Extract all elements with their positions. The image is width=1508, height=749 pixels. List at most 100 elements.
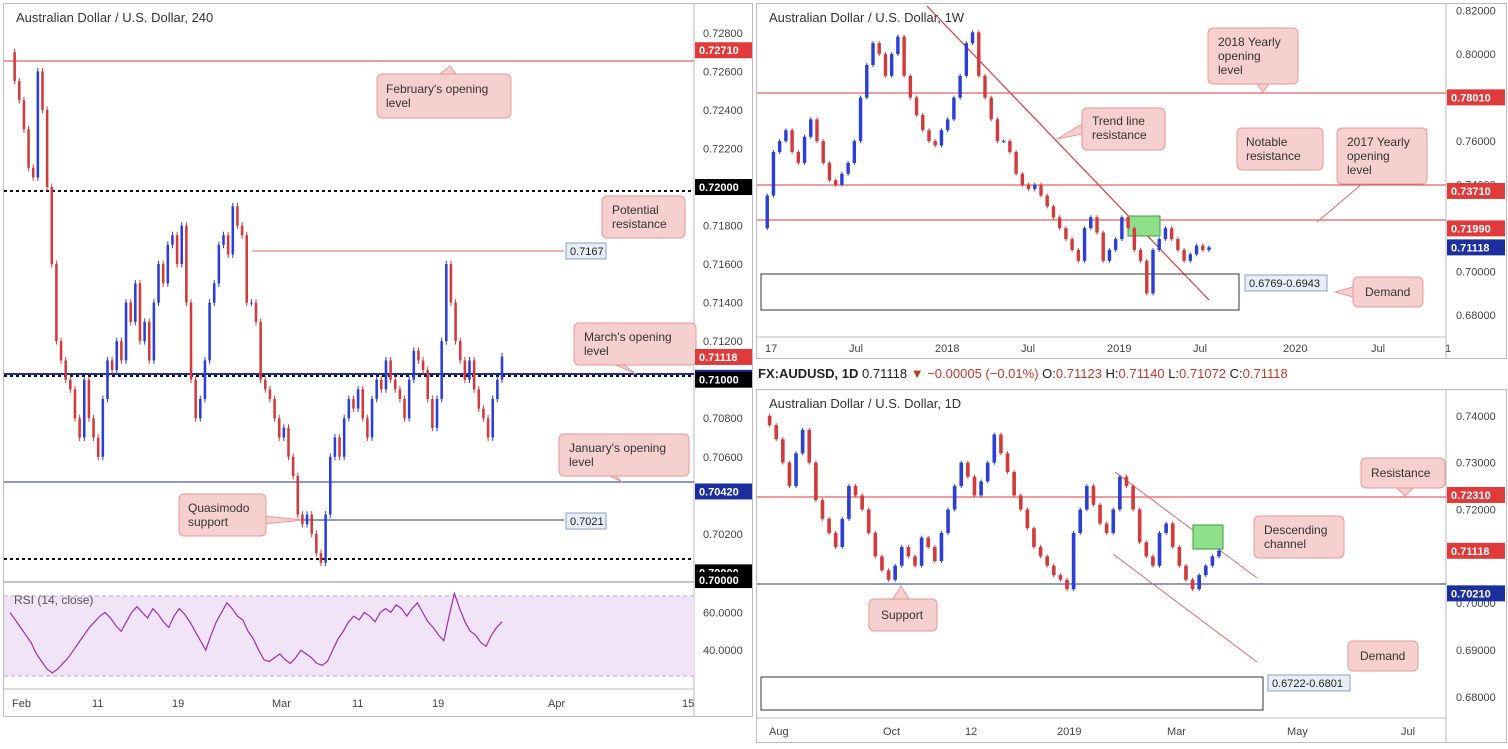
- w1-candle: [1008, 141, 1012, 152]
- d1-candle: [1118, 476, 1122, 510]
- svg-text:support: support: [188, 515, 229, 529]
- h4-candle: [222, 235, 225, 245]
- h4-chart-panel[interactable]: Australian Dollar / U.S. Dollar, 240: [3, 3, 753, 717]
- h4-y-tick: 0.72200: [703, 144, 743, 156]
- w1-candle: [921, 115, 925, 131]
- d1-candle: [1065, 579, 1069, 590]
- w1-price-tag: [1447, 220, 1505, 237]
- w1-candle: [846, 162, 850, 174]
- h4-candle: [273, 398, 276, 419]
- d1-candle: [807, 429, 812, 463]
- d1-candle: [880, 556, 884, 571]
- w1-chart-panel[interactable]: Australian Dollar / U.S. Dollar, 1W 2018…: [756, 3, 1507, 359]
- h4-candle: [194, 379, 197, 419]
- svg-text:Notable: Notable: [1246, 135, 1288, 149]
- d1-chart-svg[interactable]: Resistance Descending channel Support De…: [757, 390, 1507, 743]
- h4-candle: [236, 206, 239, 226]
- svg-text:Potential: Potential: [612, 203, 659, 217]
- w1-candle: [908, 75, 913, 98]
- w1-price-tag: [1447, 182, 1505, 199]
- w1-candle: [1126, 217, 1130, 229]
- h4-candle: [185, 225, 188, 303]
- d1-candle: [946, 509, 950, 533]
- callout-march-opening: March's opening level: [573, 322, 697, 366]
- d1-candle: [1071, 532, 1076, 590]
- h4-candle: [440, 341, 443, 399]
- h4-candle: [13, 52, 16, 82]
- svg-text:January's opening: January's opening: [569, 441, 666, 455]
- h4-candle: [50, 187, 54, 265]
- h4-candle: [41, 71, 44, 110]
- w1-candle: [927, 130, 931, 142]
- w1-x-tick: 1: [1445, 343, 1451, 355]
- w1-chart-svg[interactable]: 2018 Yearly opening level Trend line res…: [757, 4, 1507, 359]
- w1-candle: [821, 141, 825, 163]
- h4-candle: [254, 302, 258, 322]
- w1-candle: [1014, 152, 1018, 174]
- svg-text:2018 Yearly: 2018 Yearly: [1218, 35, 1281, 49]
- d1-candle: [800, 429, 805, 454]
- w1-candle: [995, 119, 1000, 142]
- svg-text:resistance: resistance: [1092, 128, 1147, 142]
- w1-candle: [1169, 228, 1174, 240]
- svg-text:level: level: [584, 344, 609, 358]
- h4-y-tick: 0.70200: [703, 529, 743, 541]
- w1-y-tick: 0.70000: [1456, 267, 1496, 279]
- d1-candle: [1025, 509, 1030, 529]
- d1-candle: [767, 415, 772, 426]
- h4-candle: [64, 360, 67, 380]
- w1-x-tick: 2018: [935, 343, 959, 355]
- d1-candle: [1164, 523, 1168, 533]
- h4-candle: [347, 398, 351, 419]
- svg-text:0.6722-0.6801: 0.6722-0.6801: [1272, 678, 1343, 690]
- h4-candle: [496, 379, 499, 399]
- h4-candle: [152, 302, 156, 361]
- h4-candle: [175, 235, 179, 265]
- h4-y-tick: 0.71600: [703, 259, 743, 271]
- w1-candle: [809, 119, 813, 137]
- callout-january-opening: January's opening level: [558, 433, 690, 477]
- h4-y-tick: 0.71800: [703, 221, 743, 233]
- d1-candle: [814, 462, 818, 501]
- h4-y-tick: 0.70600: [703, 452, 743, 464]
- h4-candle: [18, 81, 21, 101]
- h4-candle: [449, 264, 453, 303]
- d1-candle: [1111, 509, 1116, 533]
- change-value: −0.00005 (−0.01%): [927, 366, 1039, 381]
- h4-candle: [245, 235, 248, 303]
- d1-candle: [873, 532, 878, 557]
- w1-candle: [1064, 228, 1068, 240]
- h4-candle: [435, 398, 439, 428]
- w1-x-tick: 2020: [1283, 343, 1307, 355]
- d1-candle: [999, 434, 1003, 454]
- d1-price-tag: [1447, 585, 1505, 602]
- h4-candle: [315, 533, 318, 554]
- h4-candle: [287, 427, 290, 457]
- h4-price-tag-label: 0.70000: [699, 575, 739, 587]
- svg-text:level: level: [386, 96, 411, 110]
- h4-candle: [208, 302, 211, 361]
- w1-candle: [1138, 249, 1143, 261]
- d1-candle: [1098, 504, 1102, 524]
- d1-candle: [1131, 486, 1135, 510]
- h4-x-tick: 11: [92, 698, 103, 710]
- d1-chart-title: Australian Dollar / U.S. Dollar, 1D: [769, 396, 962, 411]
- d1-candle: [1137, 509, 1142, 543]
- w1-candle: [852, 141, 857, 163]
- w1-x-tick: Jul: [1021, 343, 1035, 355]
- w1-candle: [1045, 195, 1049, 207]
- d1-candle: [1217, 550, 1221, 557]
- d1-candle: [893, 565, 897, 580]
- h4-candle: [403, 398, 406, 419]
- d1-candle: [1157, 532, 1162, 566]
- symbol-info-bar: FX:AUDUSD, 1D 0.71118 ▼ −0.00005 (−0.01%…: [758, 366, 1288, 381]
- w1-x-tick: 2019: [1107, 343, 1131, 355]
- d1-candle: [827, 518, 831, 533]
- w1-chart-title: Australian Dollar / U.S. Dollar, 1W: [769, 10, 965, 25]
- d1-candle: [1012, 472, 1016, 496]
- w1-candle: [871, 43, 875, 65]
- d1-chart-panel[interactable]: Australian Dollar / U.S. Dollar, 1D Resi…: [756, 389, 1507, 743]
- h4-candle: [143, 321, 146, 342]
- change-arrow-icon: ▼: [910, 366, 924, 381]
